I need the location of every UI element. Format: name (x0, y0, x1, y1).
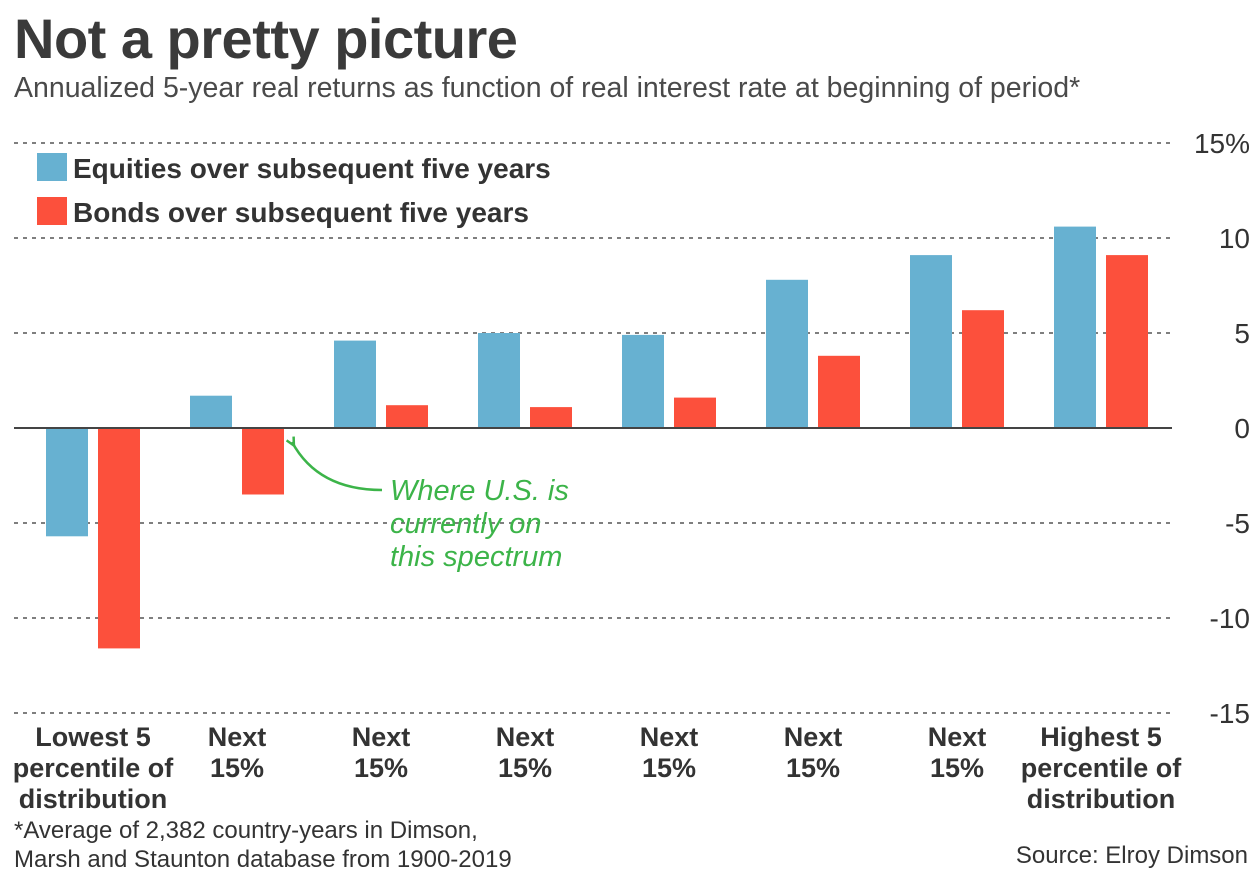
annotation-arrow (292, 442, 383, 492)
bars (46, 226, 1148, 649)
y-tick-label: -10 (1210, 603, 1250, 634)
x-axis-label: Lowest 5 (35, 722, 151, 752)
y-tick-label: 0 (1234, 413, 1250, 444)
bonds-bar (98, 428, 140, 649)
x-axis-label: Next (640, 722, 699, 752)
chart-title: Not a pretty picture (14, 7, 518, 70)
bonds-bar (1106, 255, 1148, 428)
y-axis-labels: 15% 10 5 0 -5 -10 -15 (1194, 128, 1250, 729)
x-axis-label: Next (784, 722, 843, 752)
x-axis-label: 15% (786, 753, 840, 783)
equities-bar (478, 333, 520, 428)
y-tick-label: 15% (1194, 128, 1250, 159)
legend-label-equities: Equities over subsequent five years (73, 153, 551, 184)
bonds-bar (242, 428, 284, 495)
footnote-line-2: Marsh and Staunton database from 1900-20… (14, 846, 512, 873)
chart-subtitle: Annualized 5-year real returns as functi… (14, 72, 1081, 104)
bonds-bar (818, 355, 860, 428)
x-axis-label: 15% (642, 753, 696, 783)
x-axis-label: distribution (1027, 784, 1175, 814)
x-axis-label: Highest 5 (1040, 722, 1162, 752)
equities-bar (622, 334, 664, 428)
y-tick-label: 10 (1219, 223, 1250, 254)
annotation-text: currently on (390, 508, 542, 540)
x-axis-label: Next (928, 722, 987, 752)
legend: Equities over subsequent five years Bonds… (37, 153, 551, 228)
equities-bar (910, 255, 952, 428)
x-axis-label: percentile of (13, 753, 175, 783)
x-axis-label: Next (496, 722, 555, 752)
bonds-bar (530, 407, 572, 428)
annotation-text: this spectrum (390, 541, 562, 573)
footnote-line-1: *Average of 2,382 country-years in Dimso… (14, 817, 478, 844)
equities-bar (334, 340, 376, 428)
x-axis-label: distribution (19, 784, 167, 814)
y-tick-label: 5 (1234, 318, 1250, 349)
x-axis-label: percentile of (1021, 753, 1183, 783)
x-axis-label: Next (208, 722, 267, 752)
y-tick-label: -5 (1225, 508, 1250, 539)
bonds-bar (962, 310, 1004, 428)
legend-swatch-bonds (37, 197, 67, 225)
bonds-bar (386, 405, 428, 428)
annotation-text: Where U.S. is (390, 475, 569, 507)
x-axis-label: 15% (930, 753, 984, 783)
equities-bar (1054, 226, 1096, 428)
footnote: *Average of 2,382 country-years in Dimso… (14, 816, 634, 874)
equities-bar (190, 395, 232, 428)
y-tick-label: -15 (1210, 698, 1250, 729)
equities-bar (766, 279, 808, 428)
x-axis-label: Next (352, 722, 411, 752)
x-axis-label: 15% (354, 753, 408, 783)
legend-swatch-equities (37, 153, 67, 181)
equities-bar (46, 428, 88, 537)
x-axis-label: 15% (210, 753, 264, 783)
legend-label-bonds: Bonds over subsequent five years (73, 197, 529, 228)
source-credit: Source: Elroy Dimson (1015, 842, 1248, 869)
bonds-bar (674, 397, 716, 428)
x-axis-label: 15% (498, 753, 552, 783)
